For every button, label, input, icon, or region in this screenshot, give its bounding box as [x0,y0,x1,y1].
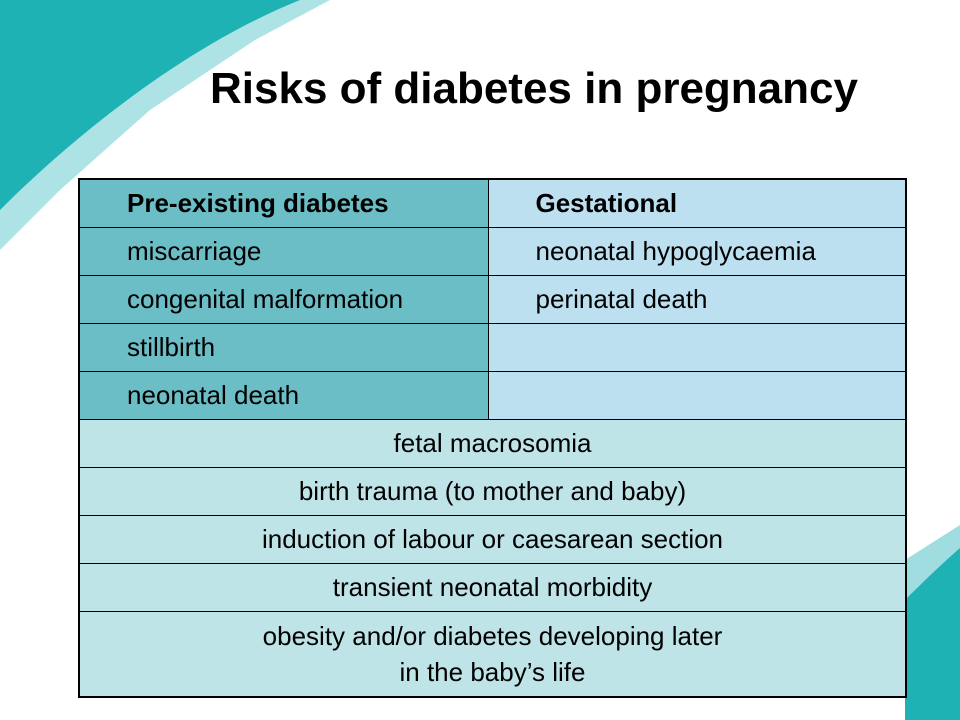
shared-risk-row: obesity and/or diabetes developing later… [78,611,907,698]
top-left-teal-swoosh [0,0,300,210]
header-pre-existing: Pre-existing diabetes [78,178,489,228]
shared-risk-cell: fetal macrosomia [78,419,907,468]
gestational-cell: perinatal death [487,275,907,324]
shared-risk-cell: birth trauma (to mother and baby) [78,467,907,516]
shared-risk-line: in the baby’s life [399,657,586,687]
shared-risk-cell: transient neonatal morbidity [78,563,907,612]
shared-risk-row: induction of labour or caesarean section [78,515,907,564]
shared-risk-line: obesity and/or diabetes developing later [262,621,723,651]
bottom-right-teal-swoosh [905,548,960,720]
header-gestational: Gestational [487,178,907,228]
table-row: neonatal death [78,371,907,420]
shared-risk-row: transient neonatal morbidity [78,563,907,612]
table-row: congenital malformation perinatal death [78,275,907,324]
gestational-cell [487,323,907,372]
gestational-cell [487,371,907,420]
gestational-cell: neonatal hypoglycaemia [487,227,907,276]
table-row: stillbirth [78,323,907,372]
pre-existing-cell: miscarriage [78,227,489,276]
shared-risk-cell: induction of labour or caesarean section [78,515,907,564]
shared-risk-row: birth trauma (to mother and baby) [78,467,907,516]
shared-risk-cell-multiline: obesity and/or diabetes developing later… [78,611,907,698]
table-row: miscarriage neonatal hypoglycaemia [78,227,907,276]
pre-existing-cell: stillbirth [78,323,489,372]
table-header-row: Pre-existing diabetes Gestational [78,178,907,228]
pre-existing-cell: congenital malformation [78,275,489,324]
slide-title: Risks of diabetes in pregnancy [210,64,858,113]
shared-risk-row: fetal macrosomia [78,419,907,468]
risks-table: Pre-existing diabetes Gestational miscar… [78,178,907,698]
pre-existing-cell: neonatal death [78,371,489,420]
